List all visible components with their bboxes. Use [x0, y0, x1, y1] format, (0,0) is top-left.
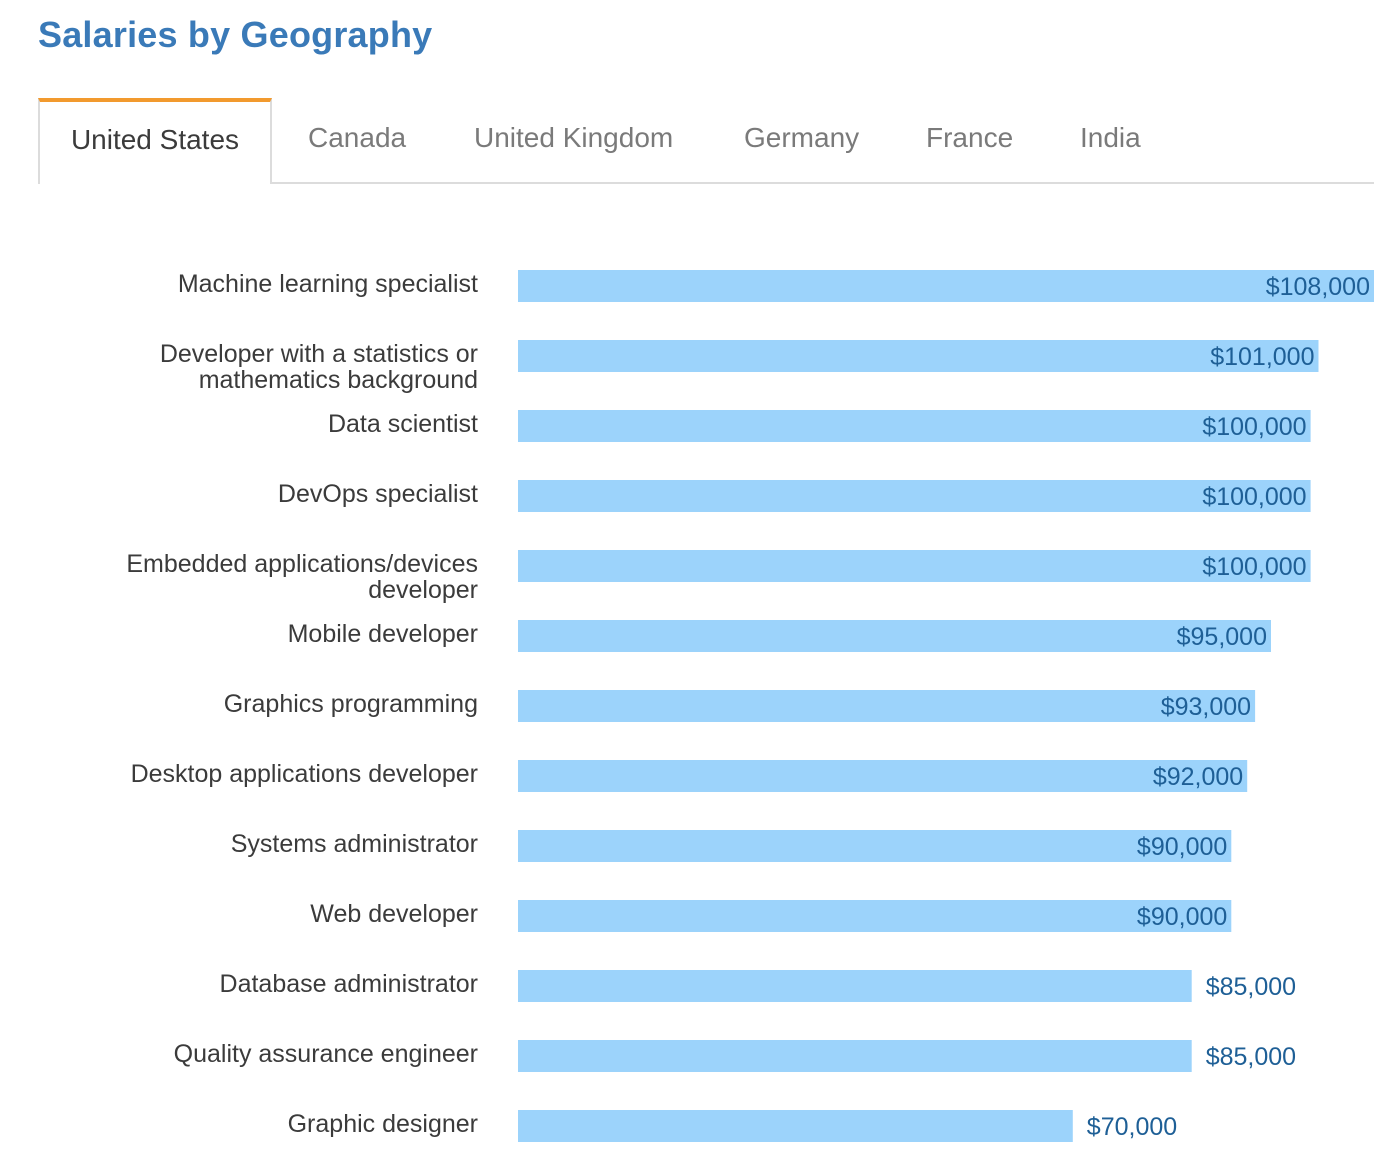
bar — [518, 480, 1311, 512]
category-label-line: Desktop applications developer — [131, 760, 478, 788]
value-label: $90,000 — [1137, 833, 1227, 861]
bar — [518, 550, 1311, 582]
value-label: $108,000 — [1266, 273, 1370, 301]
bar — [518, 1040, 1192, 1072]
category-label-line: Data scientist — [328, 410, 478, 438]
category-label: Graphics programming — [224, 690, 478, 718]
category-label: Systems administrator — [231, 830, 478, 858]
tab-united-states[interactable]: United States — [38, 98, 272, 184]
bar — [518, 620, 1271, 652]
category-label-line: Developer with a statistics or — [160, 340, 478, 368]
bar — [518, 830, 1232, 862]
value-label: $85,000 — [1206, 1043, 1296, 1071]
tab-canada[interactable]: Canada — [308, 122, 407, 153]
category-label-line: Graphic designer — [288, 1110, 478, 1138]
tab-united-kingdom[interactable]: United Kingdom — [474, 122, 674, 153]
category-label: Developer with a statistics or mathematic… — [160, 340, 478, 394]
category-label: Mobile developer — [288, 620, 478, 648]
category-label-line: Graphics programming — [224, 690, 478, 718]
category-label: Web developer — [310, 900, 478, 928]
category-label: Desktop applications developer — [131, 760, 478, 788]
bar — [518, 690, 1256, 722]
category-label: Database administrator — [220, 970, 478, 998]
category-label: Quality assurance engineer — [174, 1040, 478, 1068]
bar — [518, 340, 1319, 372]
value-label: $70,000 — [1087, 1113, 1177, 1141]
value-label: $90,000 — [1137, 903, 1227, 931]
category-label-line: Embedded applications/devices — [126, 550, 478, 578]
value-label: $95,000 — [1177, 623, 1267, 651]
category-label-line: Quality assurance engineer — [174, 1040, 478, 1068]
value-label: $93,000 — [1161, 693, 1251, 721]
category-label: Machine learning specialist — [178, 270, 478, 298]
category-label: Graphic designer — [288, 1110, 478, 1138]
category-label-line: mathematics background — [199, 366, 478, 394]
category-label-line: Web developer — [310, 900, 478, 928]
bar — [518, 900, 1232, 932]
tab-germany[interactable]: Germany — [744, 122, 860, 153]
category-label: DevOps specialist — [278, 480, 478, 508]
bar — [518, 270, 1374, 302]
category-label-line: Systems administrator — [231, 830, 478, 858]
category-label-line: Mobile developer — [288, 620, 478, 648]
value-label: $100,000 — [1202, 413, 1306, 441]
category-label: Embedded applications/devices developer — [126, 550, 478, 604]
category-label-line: Database administrator — [220, 970, 478, 998]
bar — [518, 1110, 1073, 1142]
page-title: Salaries by Geography — [38, 14, 433, 55]
value-label: $85,000 — [1206, 973, 1296, 1001]
bar — [518, 760, 1248, 792]
bar — [518, 970, 1192, 1002]
bar — [518, 410, 1311, 442]
category-label-line: Machine learning specialist — [178, 270, 478, 298]
category-label: Data scientist — [328, 410, 478, 438]
tab-india[interactable]: India — [1080, 122, 1141, 153]
value-label: $101,000 — [1210, 343, 1314, 371]
value-label: $92,000 — [1153, 763, 1243, 791]
category-label-line: developer — [368, 576, 478, 604]
value-label: $100,000 — [1202, 553, 1306, 581]
category-label-line: DevOps specialist — [278, 480, 478, 508]
tab-france[interactable]: France — [926, 122, 1014, 153]
value-label: $100,000 — [1202, 483, 1306, 511]
country-tabs: United States Canada United Kingdom Germ… — [38, 98, 1374, 184]
